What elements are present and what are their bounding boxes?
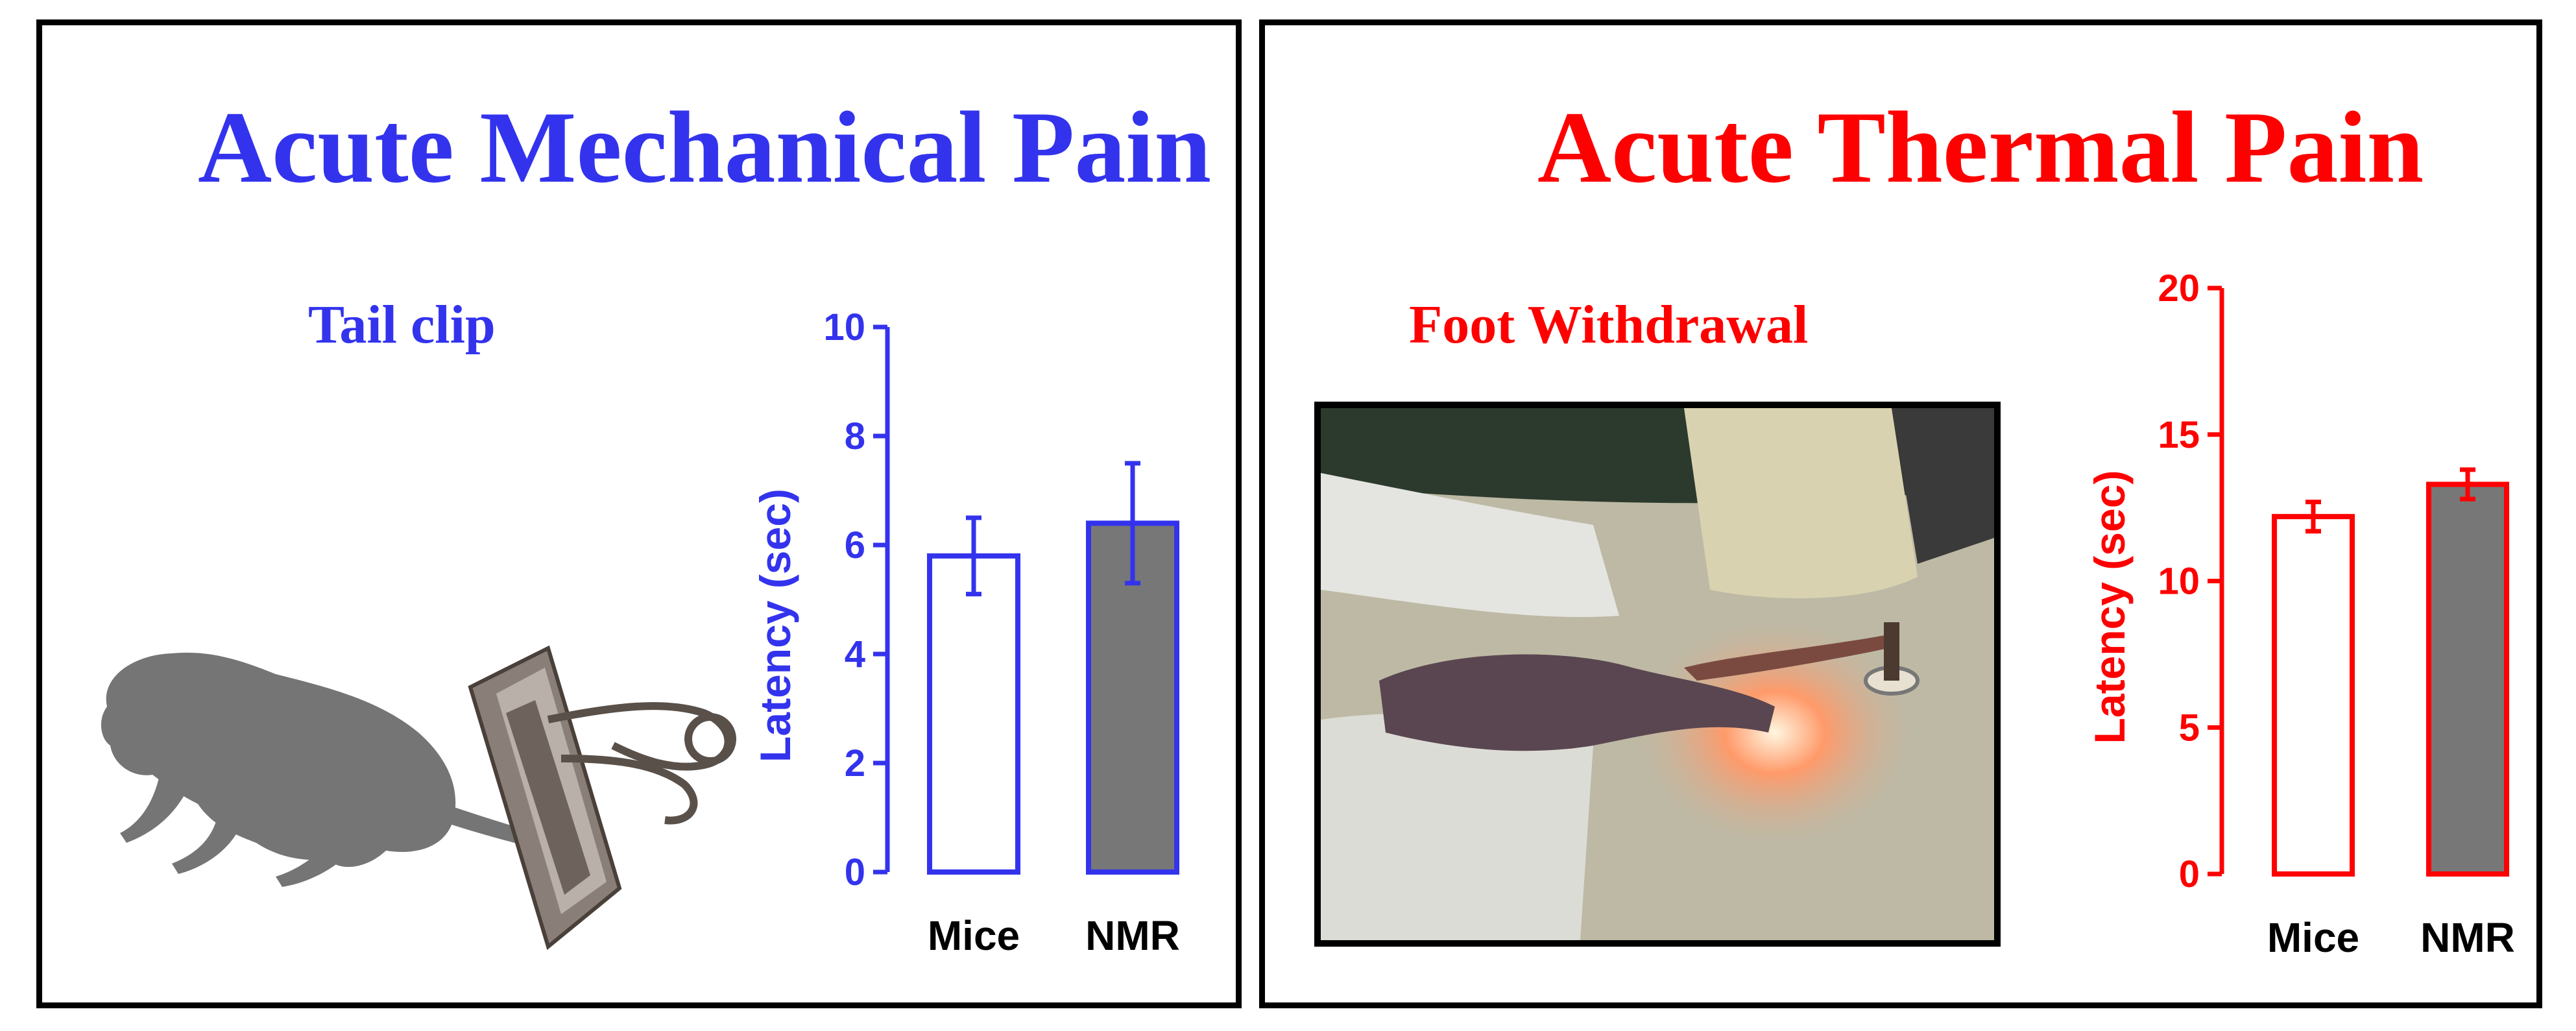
foot-withdrawal-photo <box>1314 402 2001 947</box>
y-tick-label: 2 <box>845 742 865 784</box>
y-tick-label: 10 <box>823 306 865 348</box>
y-tick-label: 6 <box>845 524 865 566</box>
y-tick-label: 5 <box>2179 707 2200 749</box>
y-tick-label: 0 <box>2179 853 2200 895</box>
panel-title: Acute Mechanical Pain <box>198 91 1212 204</box>
y-tick-label: 15 <box>2158 414 2200 456</box>
binder-clip-icon <box>468 645 736 951</box>
panel-title: Acute Thermal Pain <box>1537 91 2424 204</box>
y-tick-label: 4 <box>845 633 865 675</box>
y-tick-label: 20 <box>2158 267 2200 309</box>
x-category-label: Mice <box>928 912 1020 959</box>
y-axis-title: Latency (sec) <box>2086 470 2134 744</box>
rodent-silhouette <box>101 652 456 867</box>
y-axis-title: Latency (sec) <box>751 489 799 762</box>
y-tick-label: 8 <box>845 415 865 457</box>
rodent-with-tail-clip-illustration <box>101 645 736 951</box>
bar-mice <box>2272 514 2355 877</box>
thermal-latency-chart: 0 5 10 15 20 Latency (sec) Mice NMR <box>2086 267 2515 961</box>
y-tick-label: 10 <box>2158 561 2200 603</box>
x-category-label: NMR <box>1085 912 1180 959</box>
mechanical-latency-chart: 0 2 4 6 8 10 Latency (sec) Mice NMR <box>751 306 1180 959</box>
panel-subtitle: Foot Withdrawal <box>1409 295 1809 355</box>
bar-mice <box>927 553 1020 875</box>
x-category-label: Mice <box>2267 914 2359 961</box>
panel-thermal-pain: Acute Thermal Pain Foot Withdrawal <box>1259 19 2542 1008</box>
panel-mechanical-pain: Acute Mechanical Pain Tail clip 0 2 4 6 8 10 L… <box>36 19 1242 1008</box>
x-category-label: NMR <box>2420 914 2515 961</box>
y-tick-label: 0 <box>845 851 865 893</box>
bar-nmr <box>2426 481 2509 877</box>
panel-subtitle: Tail clip <box>308 295 496 355</box>
